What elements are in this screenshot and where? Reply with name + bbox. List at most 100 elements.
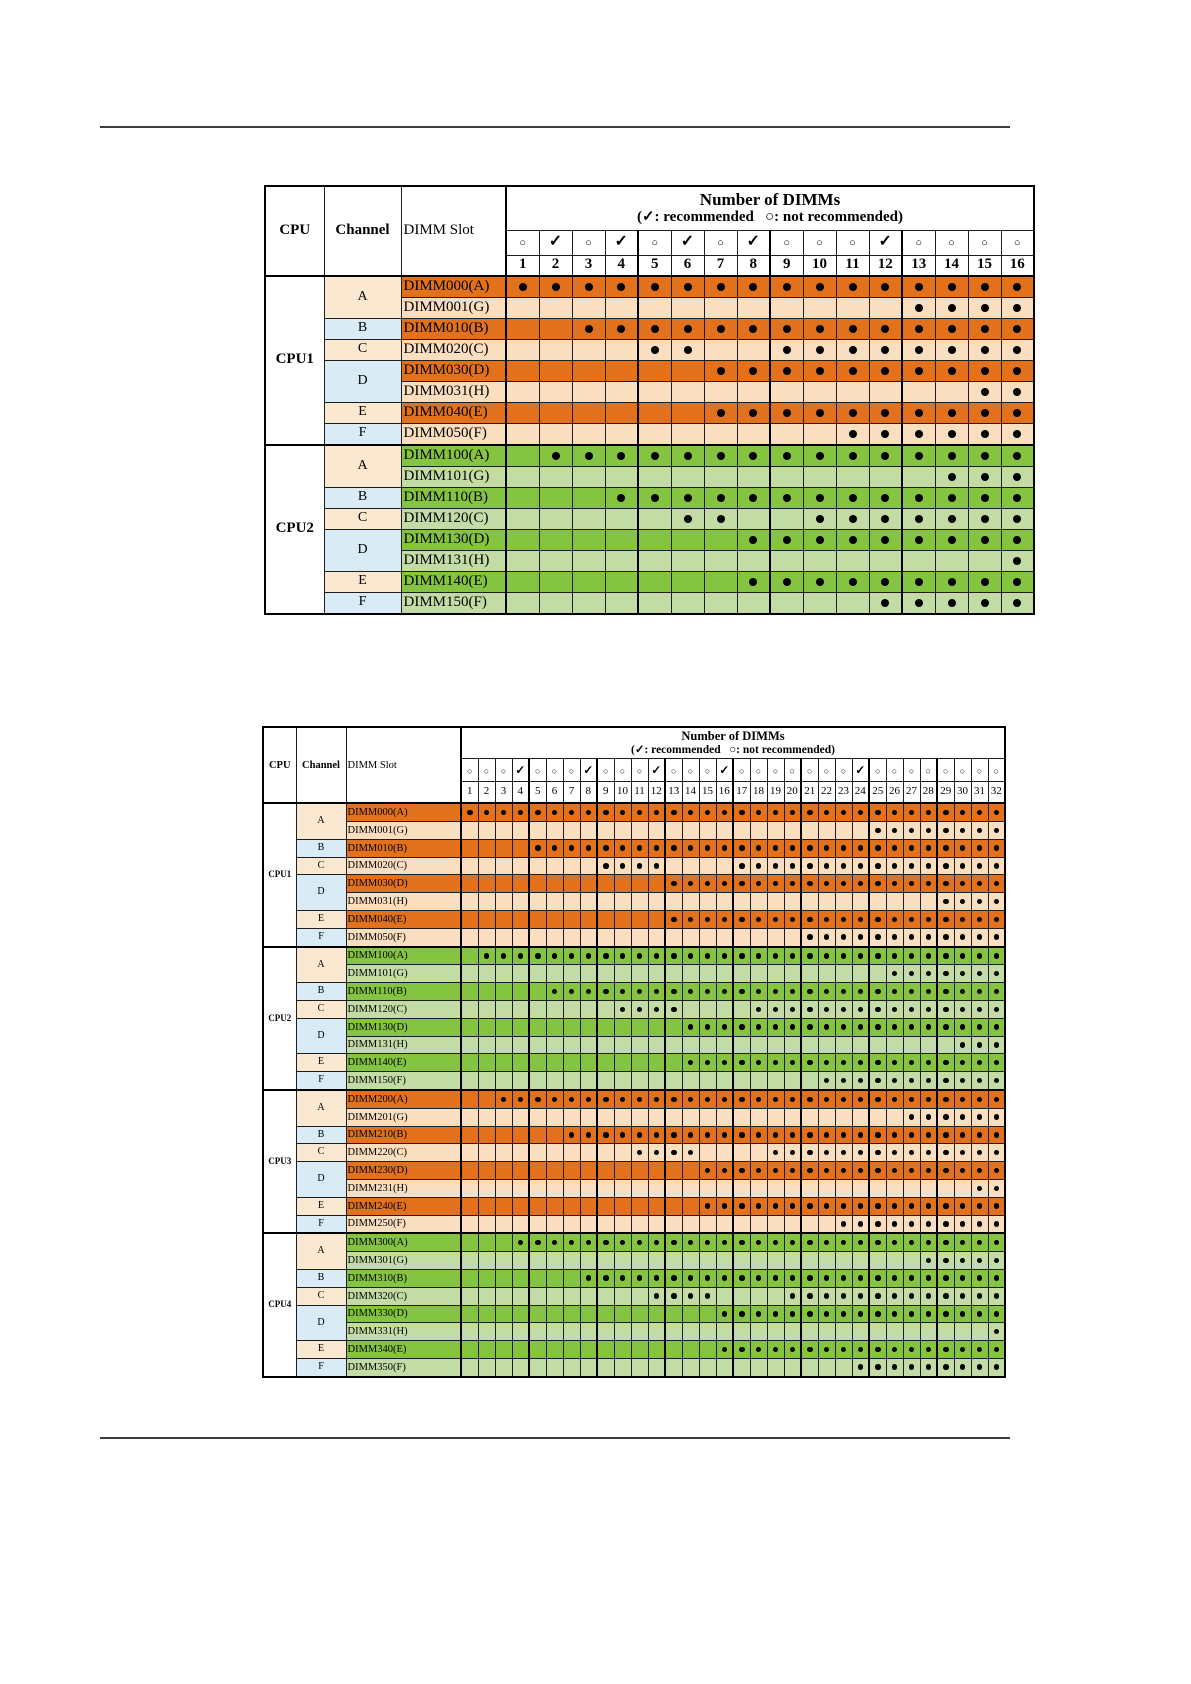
populated-dot — [959, 1203, 966, 1209]
populated-dot — [840, 1221, 847, 1227]
populated-dot — [749, 282, 758, 291]
populated-dot — [976, 934, 983, 940]
dot-cell — [902, 909, 921, 929]
dot-cell — [562, 1143, 581, 1163]
dot-cell — [562, 927, 581, 948]
dot-cell — [579, 1251, 598, 1270]
column-number-cell: 9 — [596, 781, 615, 805]
dot-cell — [664, 1088, 683, 1109]
corner-dimm-slot-header: DIMM Slot — [345, 726, 462, 804]
dot-cell — [834, 802, 853, 822]
dot-cell — [1000, 570, 1035, 593]
populated-dot — [789, 1167, 795, 1174]
populated-dot — [875, 1293, 881, 1299]
dot-cell — [851, 1304, 870, 1324]
dot-cell — [919, 1143, 938, 1163]
dot-cell — [736, 465, 771, 488]
populated-dot — [789, 1311, 795, 1317]
dot-cell — [511, 945, 530, 966]
populated-dot — [840, 1167, 847, 1174]
channel-cell: E — [295, 1340, 347, 1359]
dot-cell — [613, 1214, 632, 1234]
populated-dot — [891, 1275, 898, 1281]
populated-dot — [908, 1149, 915, 1156]
dot-cell — [769, 591, 804, 615]
dot-cell — [953, 820, 972, 840]
column-number-cell: 23 — [834, 781, 853, 805]
dot-cell — [571, 591, 606, 615]
dot-cell — [528, 1053, 547, 1073]
dot-cell — [970, 1053, 989, 1073]
dot-cell — [970, 874, 989, 894]
dot-cell — [885, 874, 904, 894]
table-row: B DIMM310(B) — [263, 1268, 1006, 1288]
dot-cell — [545, 1017, 564, 1037]
dot-cell — [613, 1125, 632, 1145]
populated-dot — [891, 1239, 898, 1246]
dot-cell — [868, 549, 903, 572]
populated-dot — [772, 880, 779, 887]
channel-cell: E — [295, 909, 347, 929]
populated-dot — [959, 934, 966, 940]
populated-dot — [603, 1096, 609, 1103]
populated-dot — [875, 1364, 881, 1370]
dot-cell — [936, 1304, 955, 1324]
populated-dot — [636, 1006, 643, 1013]
dot-cell — [613, 892, 632, 911]
dot-cell — [835, 296, 870, 319]
dot-cell — [936, 1125, 955, 1145]
dot-cell — [817, 982, 836, 1001]
populated-dot — [1013, 472, 1022, 481]
dot-cell — [681, 1071, 700, 1091]
dot-cell — [835, 443, 870, 467]
not-recommended-circle-icon: ○ — [545, 758, 564, 783]
dot-cell — [604, 591, 639, 615]
dot-cell — [528, 1088, 547, 1109]
channel-cell: F — [295, 1214, 347, 1234]
dot-cell — [703, 443, 738, 467]
dot-cell — [902, 892, 921, 911]
dot-cell — [511, 1232, 530, 1253]
dot-cell — [545, 892, 564, 911]
populated-dot — [823, 1149, 830, 1156]
populated-dot — [943, 1203, 949, 1209]
dot-cell — [562, 1161, 581, 1180]
populated-dot — [914, 493, 923, 502]
channel-cell: F — [323, 591, 402, 615]
dot-cell — [936, 874, 955, 894]
populated-dot — [535, 1239, 541, 1246]
populated-dot — [908, 1221, 915, 1227]
dot-cell — [885, 1178, 904, 1198]
populated-dot — [704, 1239, 711, 1246]
dot-cell — [732, 1107, 751, 1127]
dot-cell — [834, 1340, 853, 1359]
populated-dot — [1013, 535, 1022, 544]
dot-cell — [460, 909, 479, 929]
dot-cell — [769, 359, 804, 382]
dot-cell — [613, 1035, 632, 1055]
dimm-slot-label-cell: DIMM240(E) — [345, 1196, 462, 1216]
dot-cell — [834, 1196, 853, 1216]
table-row: CPU1 A DIMM000(A) — [262, 802, 1006, 948]
populated-dot — [653, 1275, 659, 1281]
populated-dot — [636, 953, 643, 959]
dot-cell — [596, 1125, 615, 1145]
populated-dot — [976, 1364, 983, 1370]
dot-cell — [919, 1161, 938, 1180]
symbol-glyph: ○ — [948, 237, 955, 250]
dot-cell — [545, 820, 564, 840]
dot-cell — [715, 892, 734, 911]
dot-cell — [715, 999, 734, 1019]
populated-dot — [671, 845, 677, 851]
dot-cell — [505, 338, 540, 361]
dot-cell — [736, 317, 771, 340]
dot-cell — [630, 892, 649, 911]
dot-cell — [851, 1214, 870, 1234]
populated-dot — [875, 988, 881, 995]
dot-cell — [902, 1340, 921, 1359]
dot-cell — [545, 982, 564, 1001]
channel-cell: E — [323, 570, 402, 593]
table-row: D DIMM030(D) — [263, 874, 1006, 911]
populated-dot — [721, 1132, 727, 1138]
dot-cell — [953, 802, 972, 822]
